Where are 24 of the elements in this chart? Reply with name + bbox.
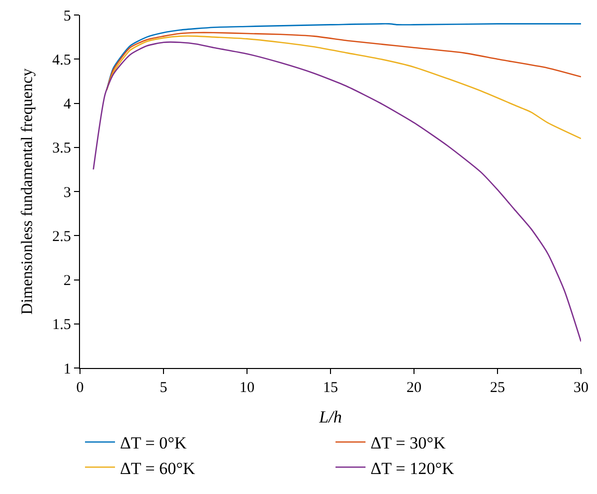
y-axis-title: Dimensionless fundamental frequency	[19, 68, 36, 315]
y-tick-label: 2.5	[52, 228, 71, 245]
y-tick-label: 3	[64, 184, 71, 201]
legend-label: ΔT = 120°K	[370, 458, 455, 478]
legend-label: ΔT = 60°K	[120, 458, 196, 478]
x-tick-label: 20	[406, 380, 422, 396]
y-tick-label: 1	[64, 361, 71, 378]
x-tick-label: 25	[490, 380, 505, 396]
y-tick-label: 4	[64, 96, 72, 112]
line-series	[106, 35, 581, 140]
x-tick-label: 30	[574, 380, 588, 396]
legend-label: ΔT = 0°K	[120, 434, 188, 453]
y-tick-label: 1.5	[52, 317, 71, 334]
x-tick-label: 10	[240, 380, 254, 396]
x-tick-label: 0	[76, 380, 84, 396]
x-tick-label: 15	[323, 380, 338, 396]
x-axis-title: L/h	[318, 407, 342, 426]
y-tick-label: 3.5	[52, 140, 71, 157]
line-series	[92, 42, 581, 342]
legend-label: ΔT = 30°K	[370, 434, 446, 453]
x-tick-label: 5	[160, 380, 168, 396]
y-tick-label: 2	[64, 273, 71, 289]
y-tick-label: 4.5	[52, 52, 71, 68]
y-tick-label: 5	[64, 8, 71, 24]
